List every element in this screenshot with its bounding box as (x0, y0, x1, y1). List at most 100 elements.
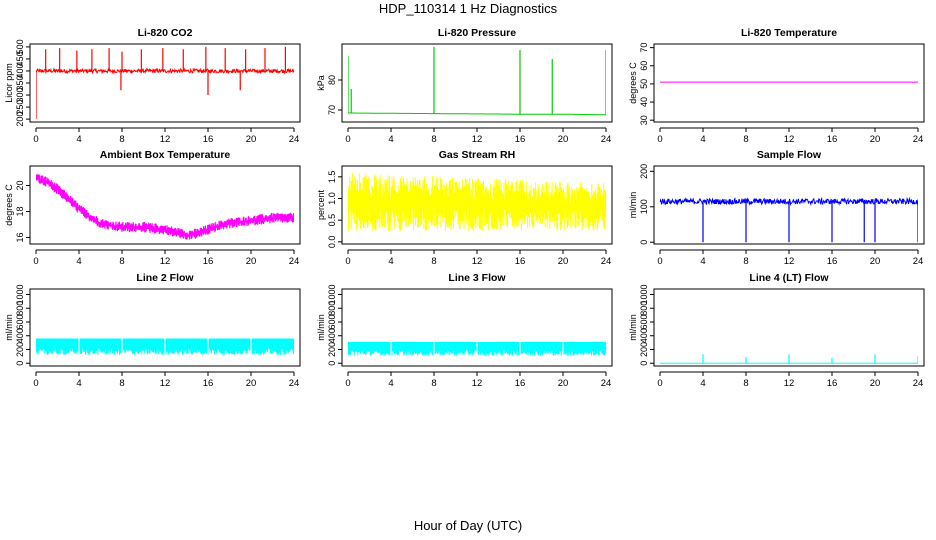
x-tick-label: 8 (743, 378, 748, 389)
y-tick-label: 800 (639, 301, 649, 316)
y-tick-label: 0 (327, 361, 337, 366)
panel-title: Li-820 Pressure (438, 27, 516, 39)
x-tick-label: 24 (913, 378, 924, 389)
y-tick-label: 400 (639, 328, 649, 343)
panel-title: Gas Stream RH (439, 149, 515, 161)
x-axis: 0 4 8 12 16 20 24 (33, 371, 299, 389)
x-tick-label: 4 (388, 378, 393, 389)
y-tick-label: 100 (639, 199, 649, 214)
x-tick-label: 20 (246, 134, 257, 145)
y-tick-label: 400 (15, 328, 25, 343)
x-tick-label: 24 (601, 134, 612, 145)
x-tick-label: 8 (119, 256, 124, 267)
panel-title: Sample Flow (757, 149, 822, 161)
y-axis: 0 100 200 (639, 164, 655, 245)
y-tick-label: 350 (15, 75, 25, 90)
y-axis-label: Licor ppm (4, 63, 14, 103)
panel-title: Li-820 CO2 (138, 27, 193, 39)
x-tick-label: 0 (33, 378, 38, 389)
series-band (348, 172, 606, 232)
x-tick-label: 0 (345, 134, 350, 145)
y-tick-label: 40 (639, 97, 649, 107)
y-tick-label: 30 (639, 115, 649, 125)
x-tick-label: 12 (472, 378, 483, 389)
data-series (348, 47, 606, 116)
y-tick-label: 400 (15, 63, 25, 78)
y-tick-label: 1000 (327, 284, 337, 304)
y-tick-label: 200 (639, 164, 649, 179)
x-tick-label: 0 (33, 256, 38, 267)
x-tick-label: 16 (515, 134, 526, 145)
y-tick-label: 500 (15, 39, 25, 54)
x-axis-label: Hour of Day (UTC) (413, 518, 523, 533)
x-tick-label: 16 (203, 378, 214, 389)
y-tick-label: 0.5 (327, 214, 337, 227)
y-tick-label: 200 (15, 342, 25, 357)
plot-frame (653, 43, 925, 123)
x-tick-label: 0 (657, 378, 662, 389)
y-tick-label: 0 (639, 240, 649, 245)
y-axis-label: ml/min (628, 192, 638, 219)
x-tick-label: 12 (784, 134, 795, 145)
x-tick-label: 12 (160, 256, 171, 267)
y-tick-label: 50 (639, 79, 649, 89)
y-tick-label: 1.5 (327, 171, 337, 184)
x-tick-label: 20 (558, 256, 569, 267)
x-tick-label: 12 (472, 256, 483, 267)
data-series (660, 196, 918, 243)
x-tick-label: 8 (743, 134, 748, 145)
y-tick-label: 600 (327, 314, 337, 329)
x-tick-label: 24 (913, 256, 924, 267)
x-tick-label: 8 (431, 378, 436, 389)
panel-title: Line 2 Flow (136, 272, 194, 284)
panel-line-2-flow: Line 2 Flow 0 4 8 12 16 20 24 0 2004006008001000m… (4, 272, 301, 389)
y-tick-label: 20 (15, 180, 25, 190)
x-tick-label: 24 (601, 256, 612, 267)
y-tick-label: 80 (327, 75, 337, 85)
panel-line-4-lt-flow: Line 4 (LT) Flow 0 4 8 12 16 20 24 0 200400600800… (628, 272, 925, 389)
plot-frame (29, 43, 301, 123)
y-tick-label: 0 (15, 361, 25, 366)
y-tick-label: 60 (639, 61, 649, 71)
data-series (660, 354, 918, 364)
y-axis-label: ml/min (316, 314, 326, 341)
x-tick-label: 4 (388, 134, 393, 145)
panel-title: Line 3 Flow (448, 272, 506, 284)
y-tick-label: 800 (15, 301, 25, 316)
x-tick-label: 8 (119, 134, 124, 145)
x-tick-label: 8 (431, 256, 436, 267)
y-axis-label: degrees C (4, 184, 14, 226)
x-tick-label: 0 (33, 134, 38, 145)
y-tick-label: 400 (327, 328, 337, 343)
x-tick-label: 16 (515, 256, 526, 267)
y-tick-label: 1.0 (327, 192, 337, 205)
y-tick-label: 200 (639, 342, 649, 357)
page-title: HDP_110314 1 Hz Diagnostics (378, 1, 558, 16)
x-tick-label: 4 (388, 256, 393, 267)
x-tick-label: 24 (289, 256, 300, 267)
panel-title: Line 4 (LT) Flow (749, 272, 829, 284)
y-tick-label: 16 (15, 232, 25, 242)
panel-gas-stream-rh: Gas Stream RH 0 4 8 12 16 20 24 0.0 0.5 1.0 1.5perc… (316, 149, 613, 267)
series-line (36, 67, 294, 75)
y-tick-label: 1000 (15, 284, 25, 304)
y-axis: 30 40 50 60 70 (639, 43, 655, 125)
x-tick-label: 4 (700, 134, 705, 145)
x-axis: 0 4 8 12 16 20 24 (33, 127, 299, 145)
x-axis: 0 4 8 12 16 20 24 (345, 249, 612, 267)
x-tick-label: 24 (601, 378, 612, 389)
data-series (348, 172, 606, 232)
x-tick-label: 16 (827, 378, 838, 389)
x-tick-label: 12 (784, 378, 795, 389)
x-tick-label: 12 (784, 256, 795, 267)
y-axis: 16 18 20 (15, 180, 31, 243)
panel-title: Ambient Box Temperature (100, 149, 231, 161)
x-tick-label: 0 (345, 256, 350, 267)
x-tick-label: 4 (700, 378, 705, 389)
x-tick-label: 20 (246, 378, 257, 389)
x-tick-label: 8 (743, 256, 748, 267)
panel-title: Li-820 Temperature (741, 27, 837, 39)
